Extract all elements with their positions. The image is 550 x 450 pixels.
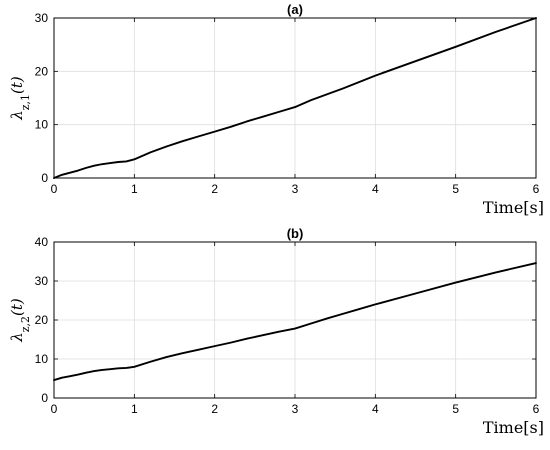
x-axis-label: Time[s] <box>483 418 544 437</box>
x-tick-label: 1 <box>131 402 138 416</box>
x-tick-label: 2 <box>211 402 218 416</box>
x-tick-label: 5 <box>452 182 459 196</box>
y-tick-label: 10 <box>35 118 49 132</box>
x-tick-label: 5 <box>452 402 459 416</box>
y-tick-label: 30 <box>35 274 49 288</box>
x-tick-label: 1 <box>131 182 138 196</box>
x-tick-label: 4 <box>372 402 379 416</box>
y-tick-label: 10 <box>35 352 49 366</box>
y-tick-label: 0 <box>41 171 48 185</box>
y-tick-label: 20 <box>35 313 49 327</box>
chart-panel-a: 0 1 2 3 4 5 6 0 10 20 30 (a) Time[s] λz,1(t) <box>8 2 544 217</box>
chart-title: (b) <box>287 226 304 241</box>
x-tick-label: 4 <box>372 182 379 196</box>
x-tick-label: 0 <box>51 182 58 196</box>
chart-panel-b: 0 1 2 3 4 5 6 0 10 20 30 40 (b) Time[s] λz,2(t) <box>8 226 544 437</box>
series-line-b <box>53 262 537 382</box>
x-tick-label: 6 <box>533 182 540 196</box>
x-tick-label: 3 <box>292 182 299 196</box>
x-tick-label: 3 <box>292 402 299 416</box>
y-tick-label: 20 <box>35 64 49 78</box>
y-axis-label: λz,2(t) <box>8 298 32 343</box>
x-tick-label: 2 <box>211 182 218 196</box>
y-tick-label: 40 <box>35 235 49 249</box>
x-tick-label: 0 <box>51 402 58 416</box>
series-line-a <box>53 17 537 179</box>
y-axis-label: λz,1(t) <box>8 76 32 121</box>
chart-title: (a) <box>287 2 303 17</box>
y-tick-label: 0 <box>41 391 48 405</box>
x-axis-label: Time[s] <box>483 198 544 217</box>
y-tick-label: 30 <box>35 11 49 25</box>
x-tick-label: 6 <box>533 402 540 416</box>
